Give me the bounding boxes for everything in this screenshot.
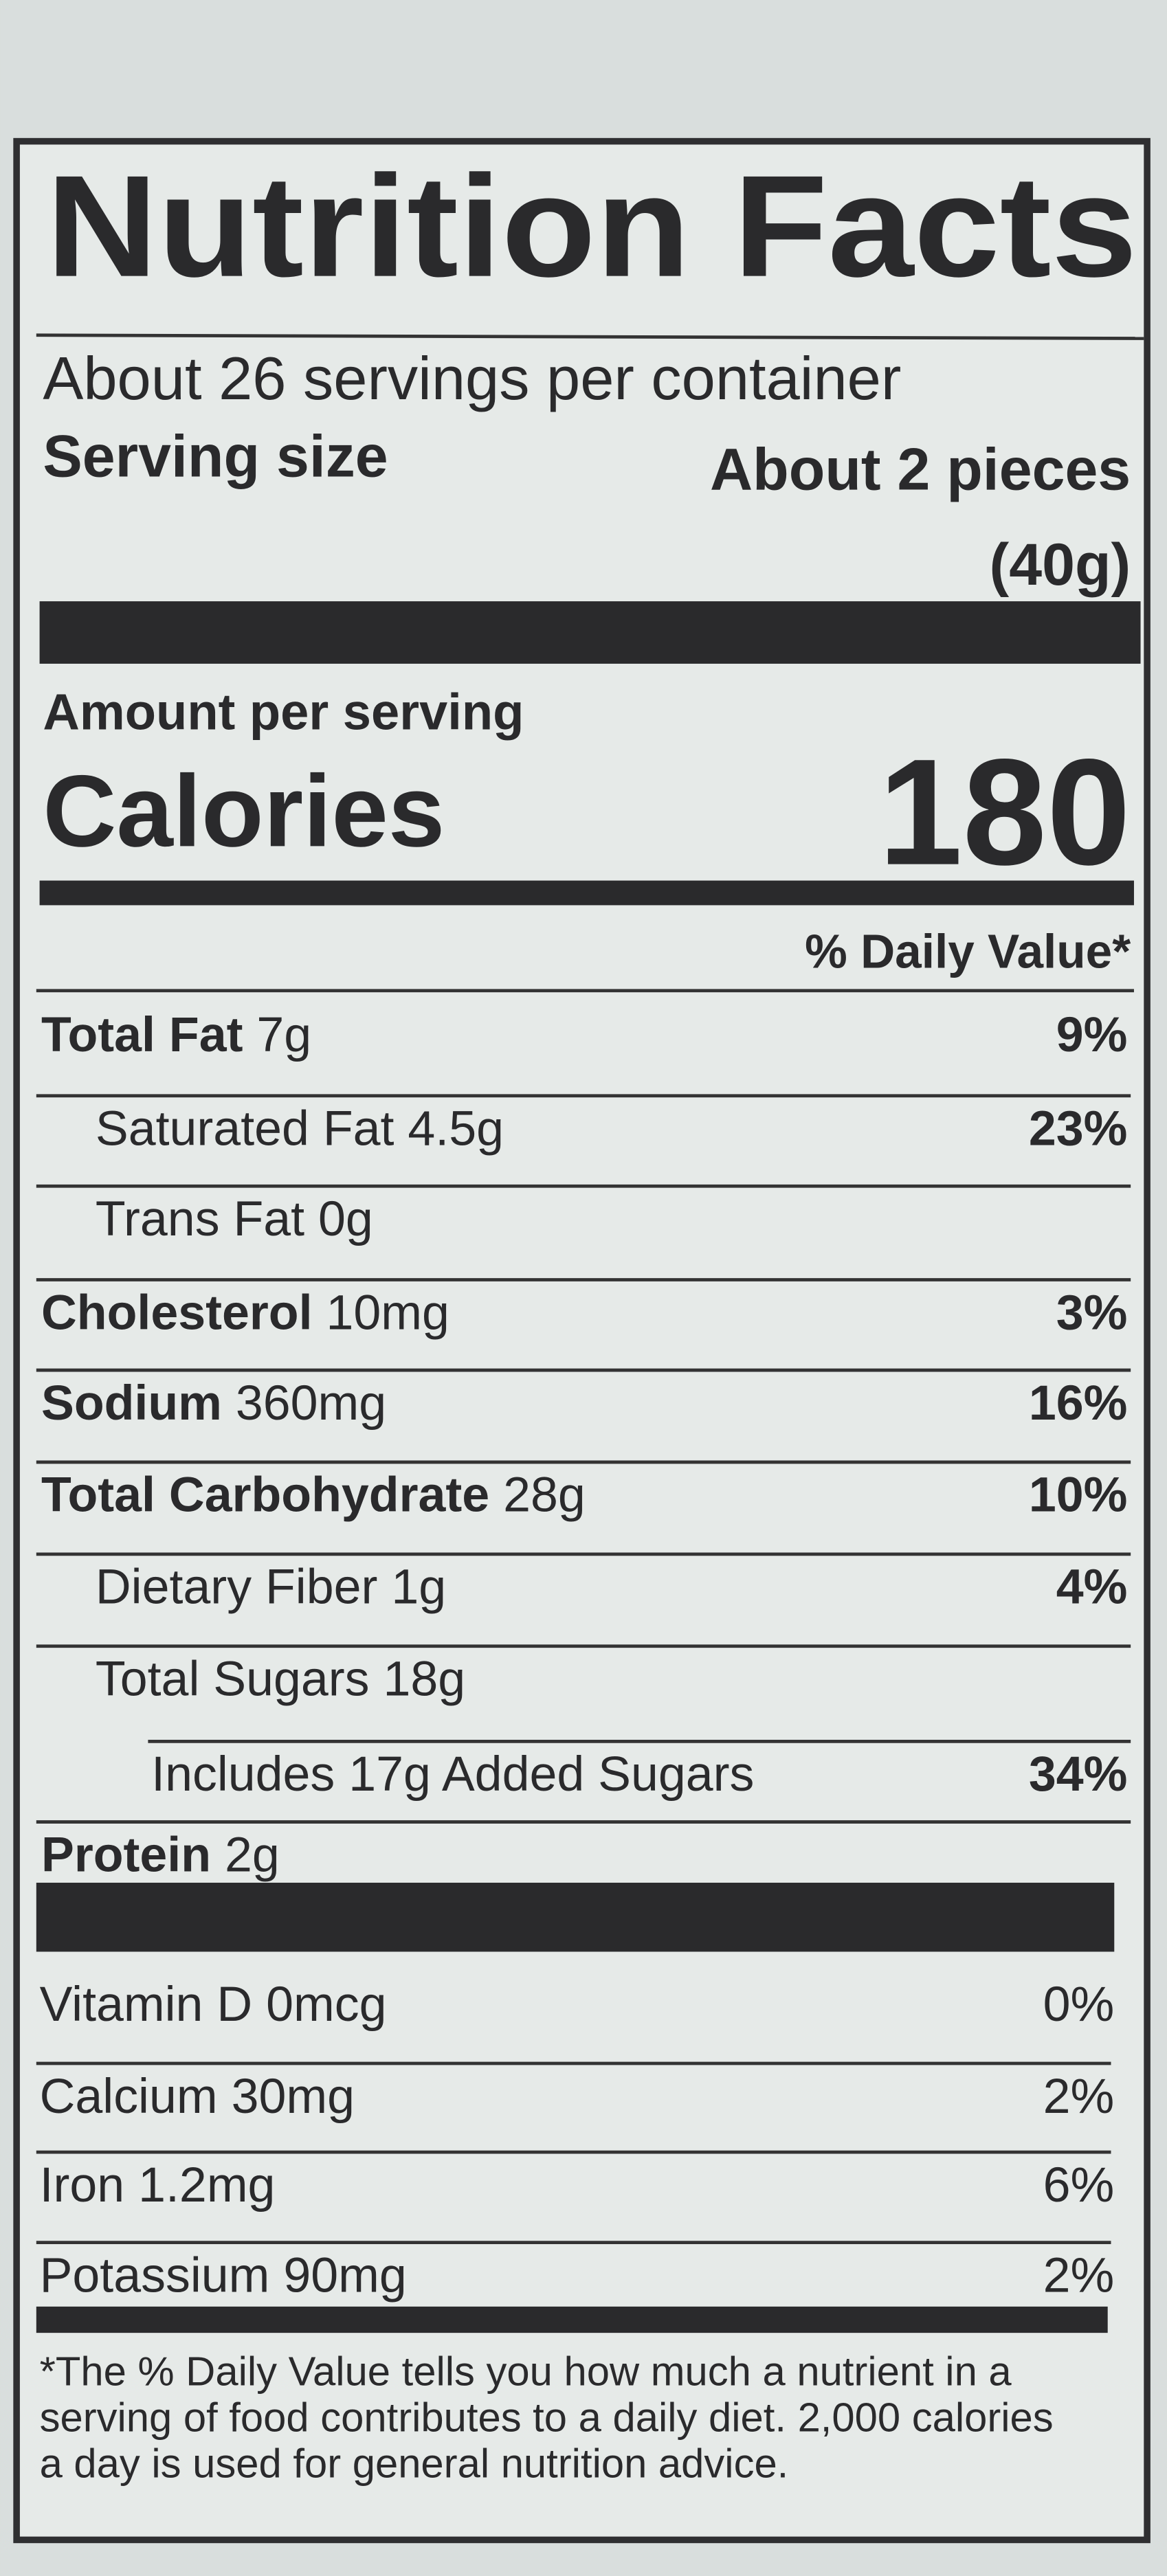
vitamin-amount: 0mcg	[266, 1977, 386, 2032]
nutrient-row: Trans Fat 0g	[96, 1191, 373, 1246]
nutrient-row: Includes 17g Added Sugars	[151, 1747, 754, 1802]
nutrient-dv: 10%	[1029, 1468, 1128, 1523]
nutrient-amount: 1g	[391, 1560, 446, 1615]
footnote-line: serving of food contributes to a daily d…	[40, 2395, 1054, 2441]
calories-value: 180	[878, 728, 1131, 897]
nutrient-name: Cholesterol	[41, 1285, 313, 1340]
title: Nutrition Facts	[46, 146, 1137, 307]
nutrient-amount: 360mg	[236, 1376, 386, 1431]
nutrient-amount: 10mg	[326, 1285, 449, 1340]
label-border	[13, 137, 1151, 2544]
nutrient-dv: 4%	[1056, 1560, 1128, 1615]
nutrient-amount: 18g	[383, 1651, 465, 1706]
thick-bar	[39, 880, 1134, 906]
servings: About 26 servings per container	[43, 344, 901, 412]
thick-bar	[39, 601, 1141, 664]
nutrient-amount: 7g	[256, 1007, 311, 1062]
nutrient-name: Protein	[41, 1827, 211, 1882]
nutrient-name: Total Sugars	[96, 1651, 370, 1706]
vitamin-name: Vitamin D	[40, 1977, 253, 2032]
nutrient-row: Saturated Fat 4.5g	[96, 1101, 504, 1156]
vitamin-row: Vitamin D 0mcg	[40, 1977, 387, 2032]
vitamin-amount: 30mg	[232, 2069, 355, 2124]
vitamin-amount: 1.2mg	[138, 2158, 275, 2213]
vitamin-name: Iron	[40, 2158, 125, 2213]
nutrient-name: Dietary Fiber	[96, 1560, 378, 1615]
nutrient-row: Total Sugars 18g	[96, 1651, 465, 1706]
nutrient-dv: 3%	[1056, 1285, 1128, 1340]
vitamin-row: Iron 1.2mg	[40, 2158, 276, 2213]
vitamin-name: Calcium	[40, 2069, 218, 2124]
footnote-line: *The % Daily Value tells you how much a …	[40, 2349, 1012, 2395]
nutrient-dv: 23%	[1029, 1101, 1128, 1156]
nutrient-amount: 2g	[225, 1827, 280, 1882]
amount-per-serving: Amount per serving	[43, 684, 524, 741]
vitamin-dv: 0%	[1043, 1977, 1115, 2032]
nutrient-row: Sodium 360mg	[41, 1376, 386, 1431]
vitamin-dv: 2%	[1043, 2248, 1115, 2303]
rule	[36, 333, 1144, 340]
thick-bar	[36, 2306, 1108, 2333]
serving-size-grams: (40g)	[990, 532, 1131, 598]
nutrient-dv: 34%	[1029, 1747, 1128, 1802]
vitamin-name: Potassium	[40, 2248, 270, 2303]
vitamin-row: Potassium 90mg	[40, 2248, 407, 2303]
thick-bar	[36, 1883, 1115, 1952]
nutrient-name: Trans Fat	[96, 1191, 304, 1246]
nutrient-dv: 16%	[1029, 1376, 1128, 1431]
dv-header: % Daily Value*	[805, 924, 1131, 978]
footnote: *The % Daily Value tells you how much a …	[40, 2349, 1054, 2487]
nutrient-row: Cholesterol 10mg	[41, 1285, 449, 1340]
nutrient-name: Total Carbohydrate	[41, 1468, 489, 1523]
nutrient-row: Total Carbohydrate 28g	[41, 1468, 586, 1523]
serving-size-label: Serving size	[43, 423, 388, 489]
serving-size-value: About 2 pieces	[710, 437, 1131, 503]
nutrient-name: Sodium	[41, 1376, 222, 1431]
nutrient-amount: 0g	[318, 1191, 373, 1246]
nutrient-name: Includes 17g Added Sugars	[151, 1747, 754, 1802]
vitamin-dv: 6%	[1043, 2158, 1115, 2213]
nutrient-name: Saturated Fat	[96, 1101, 394, 1156]
nutrient-name: Total Fat	[41, 1007, 243, 1062]
nutrient-amount: 4.5g	[408, 1101, 504, 1156]
nutrient-row: Dietary Fiber 1g	[96, 1560, 446, 1615]
nutrient-row: Total Fat 7g	[41, 1007, 311, 1062]
nutrient-dv: 9%	[1056, 1007, 1128, 1062]
footnote-line: a day is used for general nutrition advi…	[40, 2441, 789, 2487]
vitamin-row: Calcium 30mg	[40, 2069, 355, 2124]
nutrient-amount: 28g	[503, 1468, 586, 1523]
nutrient-row: Protein 2g	[41, 1827, 280, 1882]
vitamin-dv: 2%	[1043, 2069, 1115, 2124]
calories-label: Calories	[43, 754, 445, 868]
vitamin-amount: 90mg	[283, 2248, 406, 2303]
